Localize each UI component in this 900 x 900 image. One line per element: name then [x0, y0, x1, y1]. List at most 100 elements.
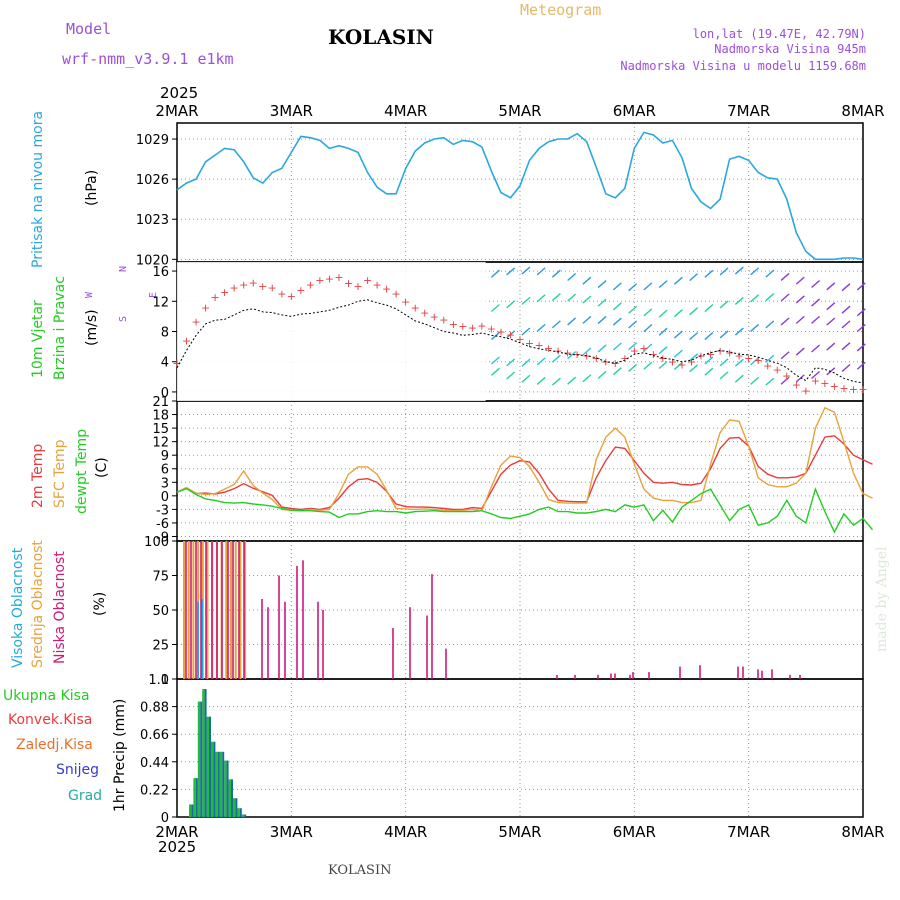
- wind-barb: [490, 356, 500, 365]
- ytick-label: 25: [152, 639, 169, 654]
- wind-barb: [826, 317, 836, 326]
- wind-barb: [597, 344, 607, 353]
- precip-total-bar: [202, 689, 205, 817]
- wind-barb: [750, 267, 760, 276]
- wind-gust-point: +: [773, 363, 782, 376]
- wind-barb: [734, 296, 744, 305]
- precip-total-bar: [193, 778, 196, 817]
- temp-ylabels: 2m Temp SFC Temp dewpt Temp (C): [30, 429, 110, 514]
- wind-gust-point: +: [277, 288, 286, 301]
- wind-barb: [658, 346, 668, 355]
- wind-barb: [795, 276, 805, 285]
- ytick-label: 12: [152, 436, 169, 451]
- wind-barb: [506, 300, 516, 309]
- plot-area: 10201023102610290481216-9-6-303691215182…: [136, 102, 885, 841]
- wind-barb: [811, 344, 821, 353]
- wind-barb: [734, 266, 744, 275]
- precip-total-bar: [219, 751, 223, 817]
- wind-barb: [719, 330, 729, 339]
- wind-gust-point: +: [735, 350, 744, 363]
- precip-legend-freezing: Zaledj.Kisa: [16, 737, 93, 753]
- wind-gust-point: +: [792, 378, 801, 391]
- wind-barb: [673, 330, 683, 339]
- wind-gust-point: +: [477, 319, 486, 332]
- precip-legend-conv: Konvek.Kisa: [8, 712, 92, 728]
- wind-barb: [841, 283, 851, 292]
- temp-ylabel-unit: (C): [94, 457, 110, 478]
- wind-barb: [734, 374, 744, 383]
- ytick-label: 0.88: [140, 701, 169, 716]
- ytick-label: 12: [152, 295, 169, 310]
- wind-barb: [750, 357, 760, 366]
- wind-barb: [536, 357, 546, 366]
- ytick-label: 21: [152, 395, 169, 410]
- wind-barb: [689, 353, 699, 362]
- wind-key-e: E: [148, 292, 159, 298]
- wind-barb: [689, 364, 699, 373]
- wind-barb: [597, 370, 607, 379]
- wind-barb: [643, 282, 653, 291]
- ytick-label: -9: [156, 530, 169, 545]
- wind-gust-point: +: [534, 339, 543, 352]
- xtick-top-label: 8MAR: [841, 102, 884, 120]
- precip-total-bar: [237, 808, 240, 817]
- temp-sfc-line: [176, 406, 873, 512]
- ytick-label: 18: [152, 409, 169, 424]
- wind-key-s: S: [118, 316, 129, 322]
- wind-gust-point: +: [372, 279, 381, 292]
- xtick-bottom-label: 4MAR: [384, 823, 427, 841]
- wind-barb: [841, 363, 851, 373]
- wind-barb: [750, 376, 760, 385]
- wind-barb: [582, 374, 592, 383]
- wind-barb: [551, 320, 561, 329]
- xtick-bottom-label: 3MAR: [270, 823, 313, 841]
- precip-snow-bar: [226, 760, 229, 817]
- wind-barb: [582, 295, 592, 304]
- xtick-top-label: 3MAR: [270, 102, 313, 120]
- wind-barb: [811, 279, 821, 288]
- ytick-label: 15: [152, 422, 169, 437]
- wind-gust-point: +: [344, 277, 353, 290]
- wind-barb: [704, 304, 714, 313]
- wind-gust-point: +: [839, 382, 848, 395]
- wind-gust-point: +: [611, 357, 620, 370]
- wind-gust-point: +: [458, 320, 467, 333]
- ytick-label: 1023: [136, 213, 169, 228]
- ytick-label: 6: [161, 463, 169, 478]
- precip-total-bar: [206, 716, 209, 817]
- wind-gust-point: +: [582, 350, 591, 363]
- wind-gust-point: +: [525, 337, 534, 350]
- precip-snow-bar: [209, 716, 211, 817]
- wind-gust-point: +: [563, 347, 572, 360]
- wind-barb: [734, 358, 744, 367]
- wind-barb: [765, 320, 775, 329]
- wind-barb: [536, 267, 546, 276]
- wind-gust-point: +: [182, 335, 191, 348]
- wind-gust-point: +: [334, 271, 343, 284]
- xtick-bottom-label: 7MAR: [727, 823, 770, 841]
- wind-gust-point: +: [449, 318, 458, 331]
- panel-3: 0 25 50 75 100: [144, 535, 864, 688]
- pressure-ylabels: Pritisak na nivou mora (hPa): [30, 111, 100, 268]
- panel-4: 0 0.22 0.44 0.66 0.88 1.1: [140, 673, 864, 826]
- xtick-top-label: 5MAR: [498, 102, 541, 120]
- precip-total-bar: [228, 779, 231, 817]
- ytick-label: 8: [161, 326, 169, 341]
- wind-barb: [704, 269, 714, 278]
- wind-gust-point: +: [353, 280, 362, 293]
- precip-snow-bar: [195, 778, 198, 817]
- wind-barb: [643, 324, 653, 333]
- ytick-label: -6: [156, 517, 169, 532]
- wind-gust-point: +: [249, 276, 258, 289]
- wind-gust-point: +: [468, 322, 477, 335]
- wind-barb: [658, 327, 668, 336]
- ytick-label: 75: [152, 570, 169, 585]
- wind-ylabel-1: 10m Vjetar: [30, 300, 46, 378]
- wind-barb: [856, 323, 866, 333]
- ytick-label: 1020: [136, 253, 169, 268]
- wind-barb: [704, 332, 714, 341]
- wind-barb: [826, 302, 836, 311]
- ytick-label: -3: [156, 503, 169, 518]
- model-name: wrf-nmm_v3.9.1 e1km: [62, 50, 234, 68]
- wind-gust-point: +: [554, 344, 563, 357]
